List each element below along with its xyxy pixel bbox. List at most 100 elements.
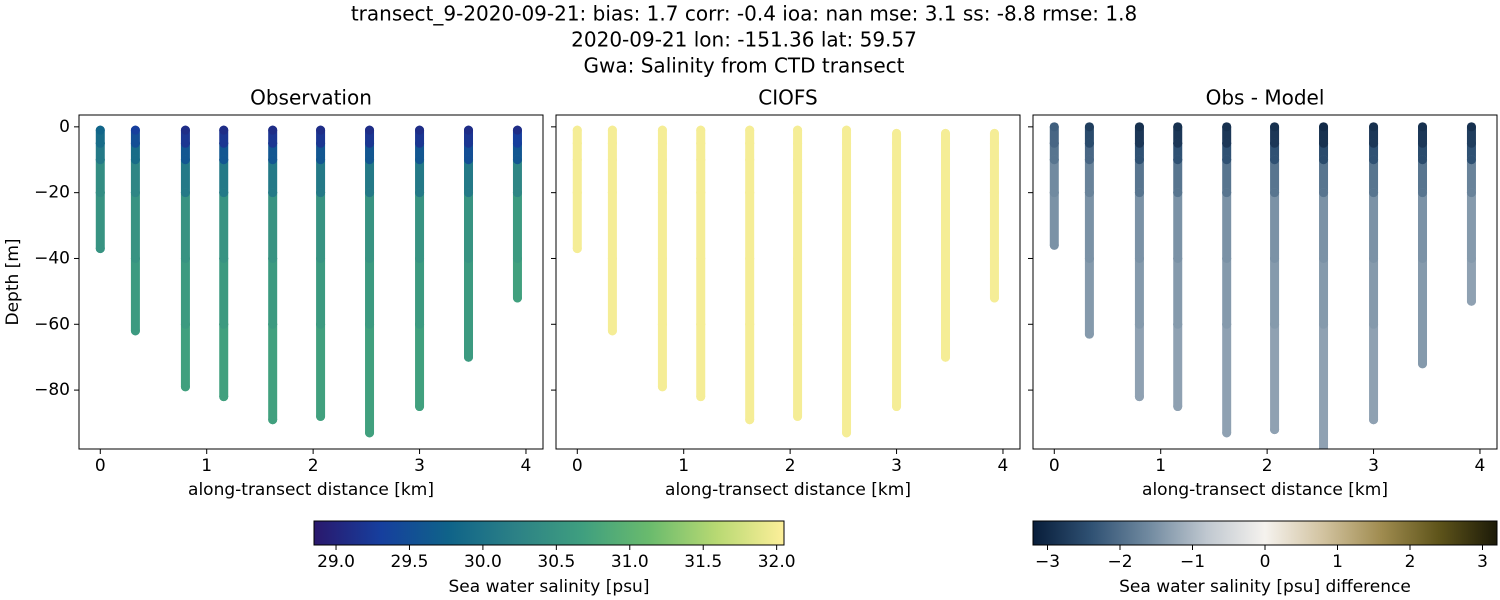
data-point [1049,240,1059,250]
data-point [842,188,852,198]
data-point [95,188,105,198]
data-point [793,253,803,263]
data-point [745,415,755,425]
data-point [464,138,474,148]
data-point [1173,122,1183,132]
data-point [572,125,582,135]
data-point [892,319,902,329]
data-point [219,125,229,135]
data-point [316,319,326,329]
data-point [793,319,803,329]
data-point [989,155,999,165]
data-point [607,253,617,263]
x-tick-label: 4 [998,456,1009,476]
data-point [745,253,755,263]
data-point [1466,188,1476,198]
data-point [415,253,425,263]
x-tick-label: 3 [1368,456,1379,476]
data-point [745,125,755,135]
data-point [696,319,706,329]
data-point [696,138,706,148]
data-point [415,188,425,198]
data-point [316,125,326,135]
data-point [365,319,375,329]
data-point [1270,425,1280,435]
data-point [268,188,278,198]
data-point [1369,319,1379,329]
data-point [1222,319,1232,329]
data-point [607,188,617,198]
data-point [607,155,617,165]
colorbar-tick-label: 31.0 [611,552,649,572]
data-point [1319,138,1329,148]
y-tick-label: 0 [59,117,70,137]
data-point [657,138,667,148]
data-point [130,138,140,148]
y-tick-label: −80 [34,380,70,400]
colorbar-tick-label: 1 [1332,552,1343,572]
data-point [95,155,105,165]
data-point [130,188,140,198]
axes-frame [1032,114,1498,450]
data-point [1173,319,1183,329]
data-point [130,125,140,135]
data-point [268,319,278,329]
data-point [892,253,902,263]
data-point [1134,122,1144,132]
y-tick-label: −60 [34,314,70,334]
data-point [512,155,522,165]
data-point [464,188,474,198]
data-point [130,326,140,336]
data-point [219,319,229,329]
data-point [1222,155,1232,165]
data-point [180,319,190,329]
data-point [842,253,852,263]
colorbar-tick-label: 3 [1477,552,1488,572]
data-point [1369,253,1379,263]
data-point [1418,188,1428,198]
data-point [793,411,803,421]
data-point [268,125,278,135]
data-point [415,402,425,412]
data-point [941,155,951,165]
x-axis-label: along-transect distance [km] [1142,480,1388,500]
data-point [657,188,667,198]
data-point [989,188,999,198]
x-tick-label: 2 [1262,456,1273,476]
data-point [1466,138,1476,148]
y-tick-label: −20 [34,183,70,203]
data-point [696,188,706,198]
data-point [1418,253,1428,263]
data-point [1173,155,1183,165]
colorbar-tick-label: −1 [1180,552,1205,572]
data-point [464,352,474,362]
suptitle: transect_9-2020-09-21: bias: 1.7 corr: -… [351,2,1137,26]
data-point [1134,392,1144,402]
data-point [892,138,902,148]
data-point [941,128,951,138]
colorbar [313,520,785,546]
data-point [1084,155,1094,165]
data-point [464,155,474,165]
data-point [1418,155,1428,165]
data-point [657,125,667,135]
data-point [1369,188,1379,198]
data-point [607,326,617,336]
data-point [512,138,522,148]
plot-area [1049,122,1476,449]
data-point [572,244,582,254]
data-point [1319,188,1329,198]
colorbar-label: Sea water salinity [psu] difference [1119,577,1411,597]
data-point [365,253,375,263]
x-axis-label: along-transect distance [km] [188,480,434,500]
data-point [130,155,140,165]
data-point [793,125,803,135]
colorbar-tick-label: 29.5 [391,552,429,572]
data-point [1134,138,1144,148]
colorbar-tick-label: −3 [1035,552,1060,572]
data-point [1319,253,1329,263]
data-point [607,138,617,148]
data-point [1319,444,1329,449]
data-point [268,415,278,425]
